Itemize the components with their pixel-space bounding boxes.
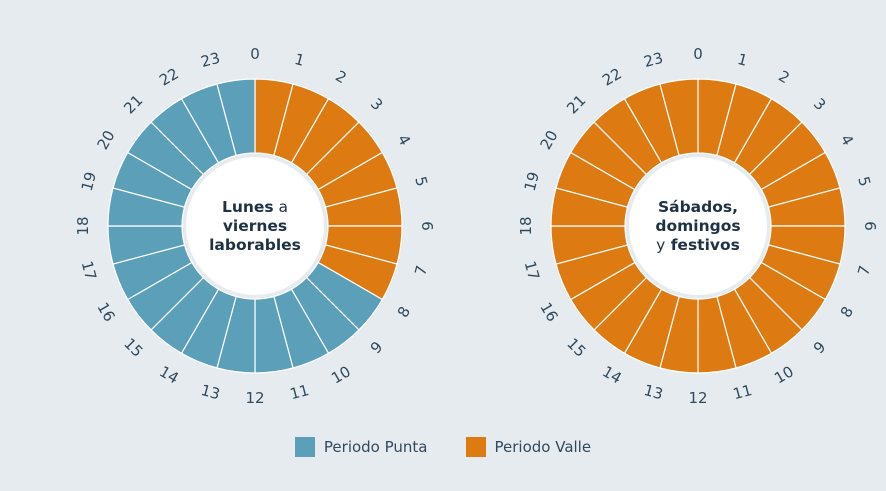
hour-label-0: 0 — [250, 45, 260, 63]
legend-swatch-punta — [294, 437, 315, 457]
hour-label-13: 13 — [642, 381, 665, 403]
hour-label-1: 1 — [293, 50, 307, 70]
hour-label-14: 14 — [156, 362, 182, 387]
hour-label-15: 15 — [563, 335, 589, 361]
hour-label-19: 19 — [521, 170, 543, 193]
hour-label-9: 9 — [810, 338, 829, 357]
hour-label-11: 11 — [731, 381, 754, 403]
hour-label-23: 23 — [642, 49, 665, 71]
hour-label-13: 13 — [199, 381, 222, 403]
hour-label-11: 11 — [288, 381, 311, 403]
center-disk — [186, 157, 324, 295]
dial-title-word: festivos — [665, 236, 740, 254]
hour-label-5: 5 — [411, 175, 431, 189]
hour-label-8: 8 — [394, 303, 414, 320]
hour-label-21: 21 — [563, 91, 589, 117]
ring-sectors — [107, 78, 403, 374]
dial-title-word: a — [274, 198, 288, 216]
hour-label-5: 5 — [854, 175, 874, 189]
hour-label-18: 18 — [517, 216, 535, 235]
hour-label-20: 20 — [93, 127, 118, 153]
legend-label-valle: Periodo Valle — [494, 438, 592, 456]
dial-title-line: y festivos — [656, 236, 740, 254]
hour-label-22: 22 — [599, 64, 625, 89]
hour-label-1: 1 — [736, 50, 750, 70]
hour-label-17: 17 — [78, 259, 100, 282]
hour-label-19: 19 — [78, 170, 100, 193]
hour-label-2: 2 — [775, 67, 792, 87]
weekday-dial: 0 1234567891011121314151617181920212223Lu… — [74, 45, 436, 407]
hour-label-22: 22 — [156, 64, 182, 89]
hour-label-4: 4 — [837, 131, 857, 148]
dial-title-line: domingos — [655, 217, 740, 235]
hour-label-6: 6 — [861, 221, 879, 231]
dial-title-word: Lunes — [222, 198, 274, 216]
hour-label-16: 16 — [93, 299, 118, 325]
hour-label-6: 6 — [418, 221, 436, 231]
hour-label-3: 3 — [810, 95, 829, 114]
dial-title-line: Lunes a — [222, 198, 288, 216]
hour-label-15: 15 — [120, 335, 146, 361]
dial-title-line: Sábados, — [658, 198, 738, 216]
legend-item-valle: Periodo Valle — [465, 437, 592, 457]
hour-label-12: 12 — [245, 389, 264, 407]
legend-label-punta: Periodo Punta — [323, 438, 428, 456]
hour-label-12: 12 — [688, 389, 707, 407]
hour-label-3: 3 — [367, 95, 386, 114]
dial-title-word: domingos — [655, 217, 740, 235]
ring-sectors — [550, 78, 846, 374]
hour-sector-23-punta — [216, 78, 256, 157]
hour-label-16: 16 — [536, 299, 561, 325]
legend: Periodo Punta Periodo Valle — [0, 436, 886, 458]
hour-label-20: 20 — [536, 127, 561, 153]
hour-label-2: 2 — [332, 67, 349, 87]
dial-title-word: y — [656, 236, 665, 254]
hour-label-4: 4 — [394, 131, 414, 148]
hour-label-23: 23 — [199, 49, 222, 71]
hour-label-10: 10 — [771, 362, 797, 387]
dial-title-word: laborables — [209, 236, 301, 254]
dial-title-word: Sábados, — [658, 198, 738, 216]
legend-swatch-valle — [465, 437, 486, 457]
hour-label-18: 18 — [74, 216, 92, 235]
dial-title-word: viernes — [223, 217, 287, 235]
hour-label-8: 8 — [837, 303, 857, 320]
legend-item-punta: Periodo Punta — [294, 437, 428, 457]
hour-label-0: 0 — [693, 45, 703, 63]
hour-label-14: 14 — [599, 362, 625, 387]
dial-title-line: viernes — [223, 217, 287, 235]
hour-label-7: 7 — [411, 264, 431, 278]
dial-title-line: laborables — [209, 236, 301, 254]
hour-label-10: 10 — [328, 362, 354, 387]
hour-label-9: 9 — [367, 338, 386, 357]
hour-label-21: 21 — [120, 91, 146, 117]
hour-label-17: 17 — [521, 259, 543, 282]
hour-sector-23-valle — [659, 78, 699, 157]
weekend-dial: 0 1234567891011121314151617181920212223Sá… — [517, 45, 879, 407]
center-disk — [629, 157, 767, 295]
hour-label-7: 7 — [854, 264, 874, 278]
